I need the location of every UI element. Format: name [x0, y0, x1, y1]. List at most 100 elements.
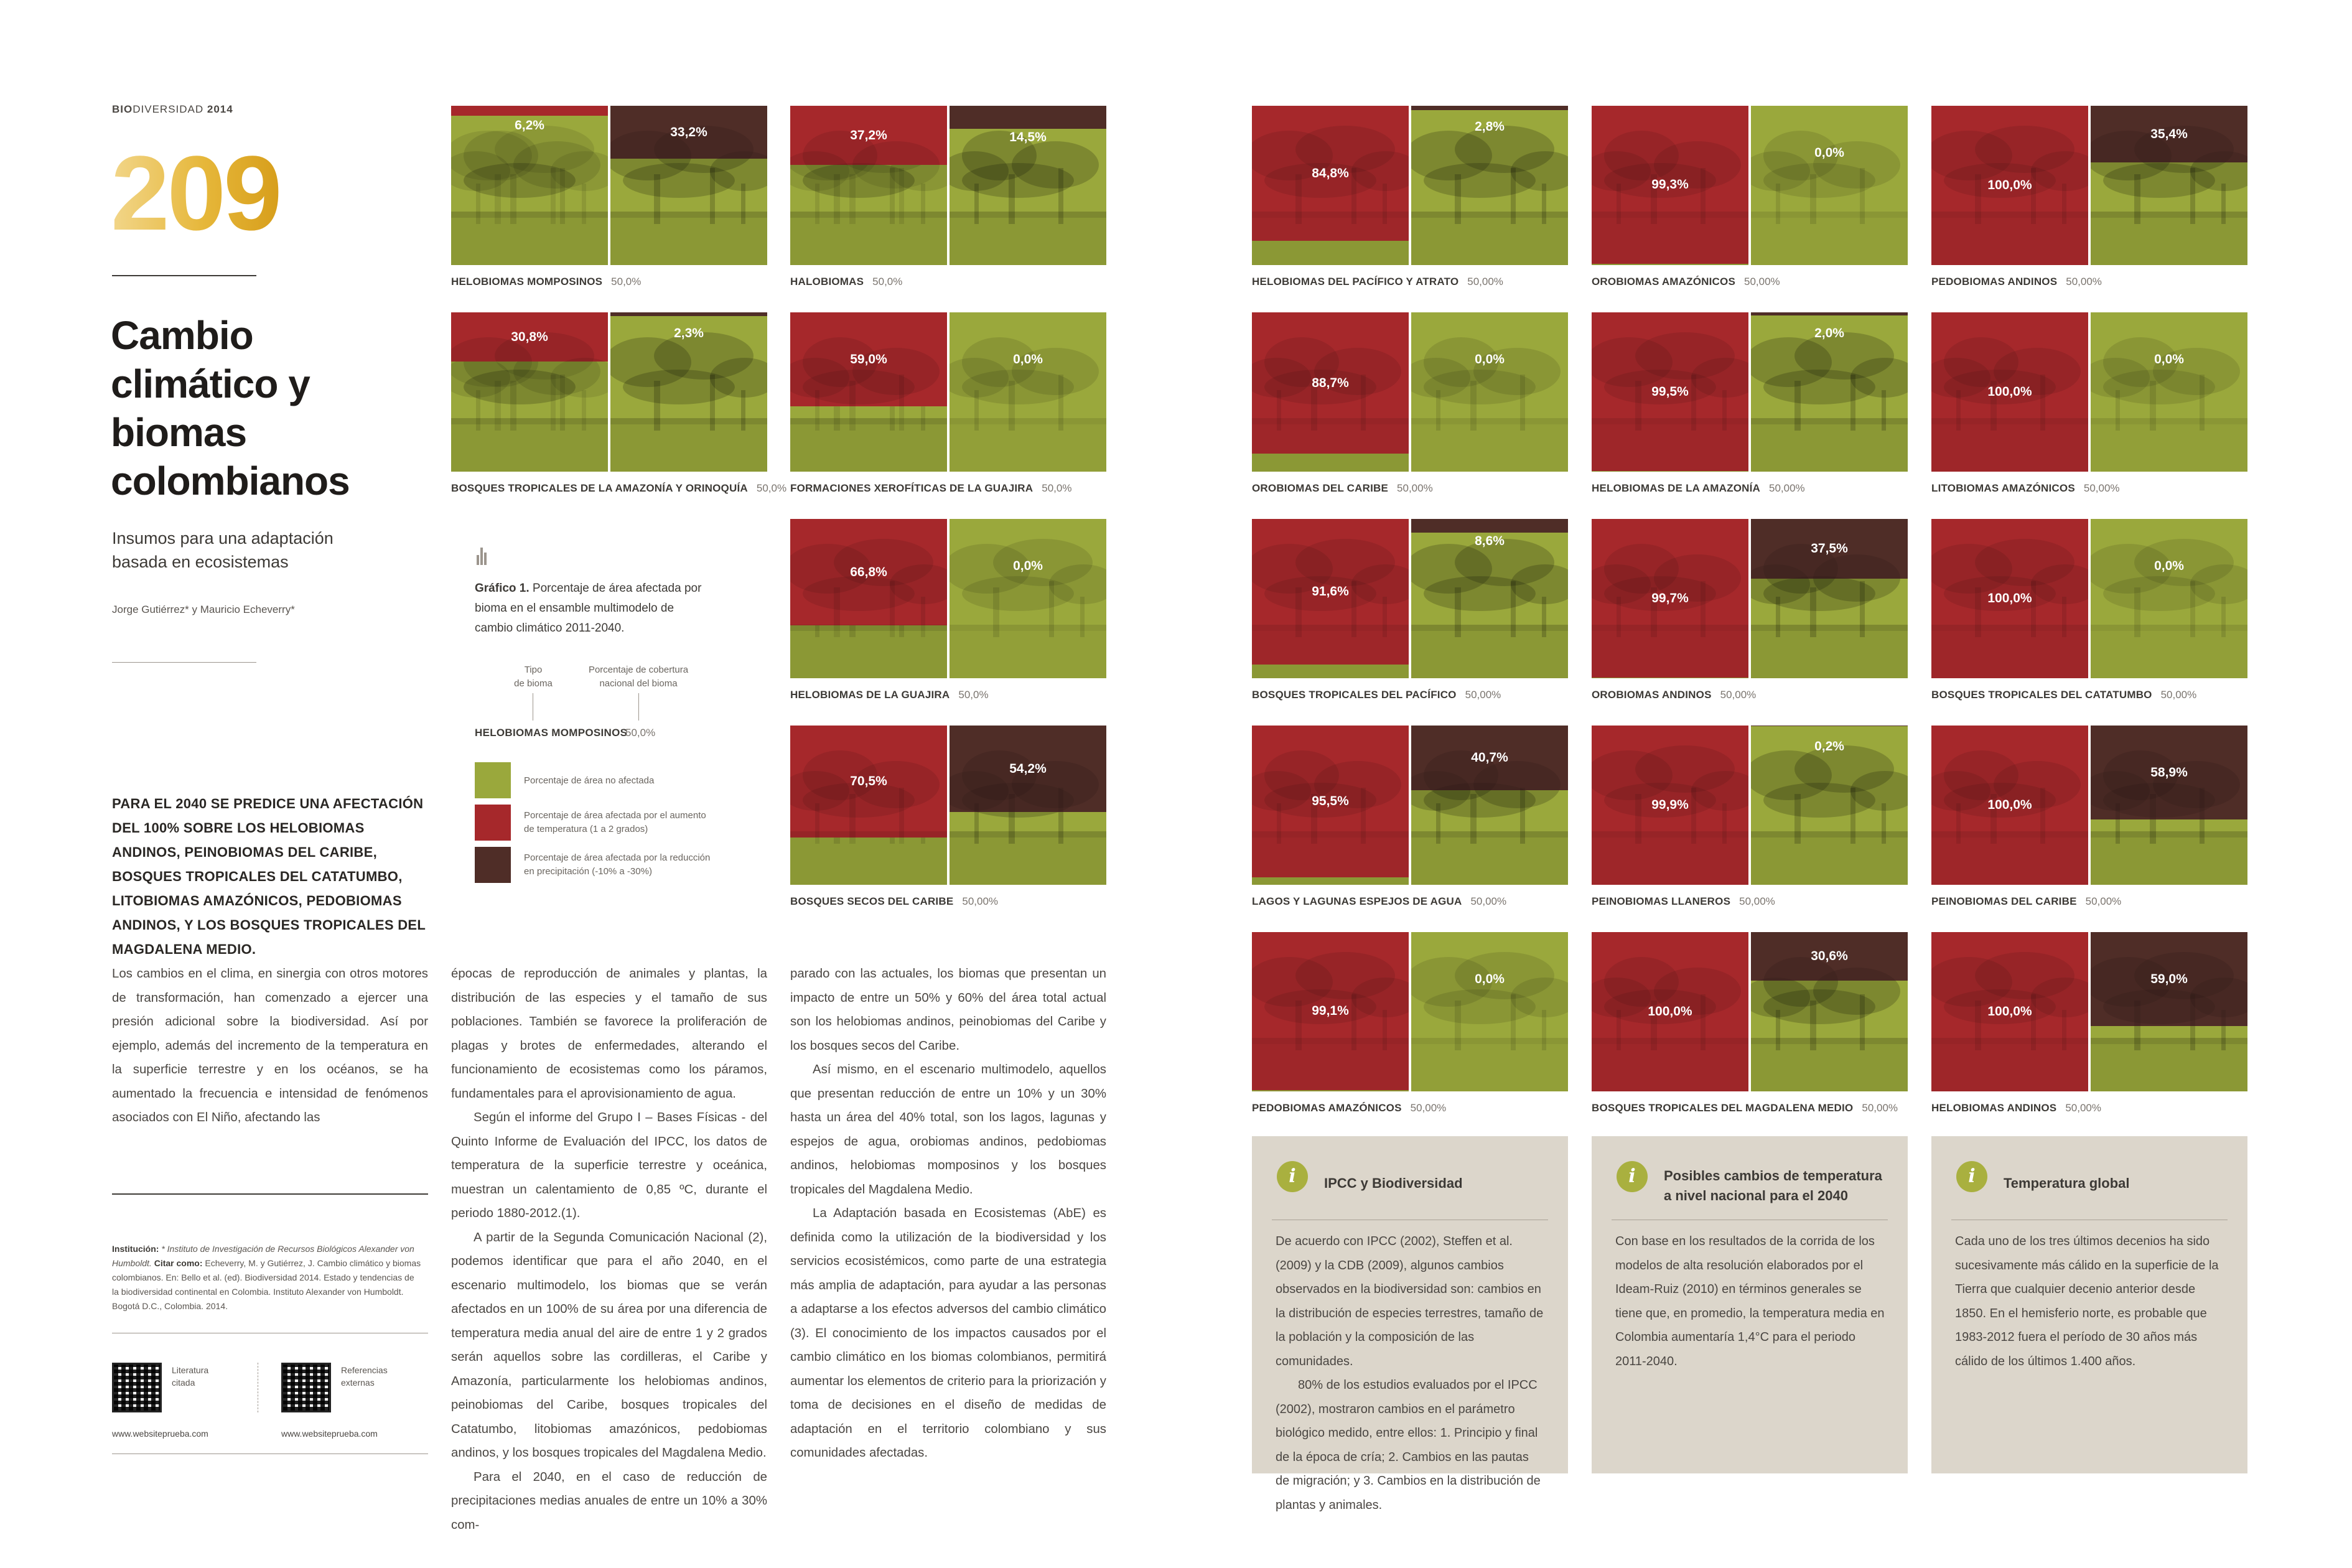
- tree-silhouette-icon: [1411, 539, 1568, 678]
- percentage-label: 99,1%: [1312, 1004, 1349, 1018]
- precipitation-panel: 2,0%: [1751, 312, 1908, 472]
- percentage-label: 14,5%: [1009, 130, 1047, 144]
- biome-name: BOSQUES TROPICALES DE LA AMAZONÍA Y ORIN…: [451, 482, 748, 494]
- tree-silhouette-icon: [1751, 332, 1908, 472]
- precipitation-bar: [1751, 932, 1908, 1091]
- percentage-label: 0,0%: [1013, 352, 1043, 366]
- biome-tile: 100,0% 0,0%: [1931, 312, 2247, 472]
- precipitation-panel: 54,2%: [950, 726, 1106, 885]
- temperature-bar: [1252, 106, 1409, 265]
- precipitation-panel: 37,5%: [1751, 519, 1908, 678]
- percentage-label: 91,6%: [1312, 584, 1349, 599]
- biome-label: HELOBIOMAS MOMPOSINOS 50,0%: [451, 276, 641, 288]
- info-icon: i: [1617, 1161, 1648, 1192]
- qr-code-literature[interactable]: [112, 1363, 162, 1412]
- tree-silhouette-icon: [1751, 957, 1908, 1091]
- chart-caption: Gráfico 1. Porcentaje de área afectada p…: [475, 582, 702, 635]
- percentage-label: 30,6%: [1811, 949, 1848, 963]
- tree-silhouette-icon: [1751, 745, 1908, 885]
- biome-coverage: 50,00%: [1410, 1102, 1447, 1114]
- temperature-bar: [1592, 312, 1748, 472]
- percentage-label: 8,6%: [1475, 534, 1505, 548]
- info-box-body: Con base en los resultados de la corrida…: [1615, 1234, 1885, 1368]
- temperature-panel: 88,7%: [1252, 312, 1409, 472]
- temperature-panel: 6,2%: [451, 106, 608, 265]
- temperature-panel: 100,0%: [1931, 106, 2088, 265]
- tree-silhouette-icon: [451, 332, 608, 472]
- tree-silhouette-icon: [2091, 750, 2247, 885]
- percentage-label: 30,8%: [511, 330, 548, 344]
- percentage-label: 2,8%: [1475, 119, 1505, 134]
- biome-name: PEINOBIOMAS LLANEROS: [1592, 895, 1731, 907]
- biome-coverage: 50,00%: [1397, 482, 1433, 494]
- biome-tile: 66,8% 0,0%: [790, 519, 1106, 678]
- tree-silhouette-icon: [1411, 750, 1568, 885]
- biome-coverage: 50,00%: [962, 895, 999, 907]
- qr-code-references[interactable]: [281, 1363, 331, 1412]
- authors: Jorge Gutiérrez* y Mauricio Echeverry*: [112, 604, 295, 615]
- qr-label: Literatura citada: [172, 1365, 209, 1388]
- tree-silhouette-icon: [451, 131, 608, 265]
- tree-silhouette-icon: [1411, 952, 1568, 1091]
- tree-silhouette-icon: [950, 750, 1106, 885]
- tree-silhouette-icon: [1592, 332, 1748, 472]
- temperature-panel: 37,2%: [790, 106, 947, 265]
- tree-silhouette-icon: [1931, 539, 2088, 678]
- link-literature[interactable]: www.websiteprueba.com: [112, 1429, 208, 1439]
- temperature-panel: 91,6%: [1252, 519, 1409, 678]
- temperature-bar: [790, 312, 947, 472]
- biome-label: OROBIOMAS ANDINOS 50,00%: [1592, 689, 1756, 701]
- biome-name: HELOBIOMAS ANDINOS: [1931, 1102, 2057, 1114]
- tree-silhouette-icon: [1931, 750, 2088, 885]
- precipitation-bar: [610, 312, 767, 472]
- biome-name: BOSQUES SECOS DEL CARIBE: [790, 895, 954, 907]
- tree-silhouette-icon: [950, 131, 1106, 265]
- link-references[interactable]: www.websiteprueba.com: [281, 1429, 378, 1439]
- biome-label: PEINOBIOMAS DEL CARIBE 50,00%: [1931, 895, 2121, 908]
- body-paragraph: Según el informe del Grupo I – Bases Fís…: [451, 1111, 767, 1220]
- tree-silhouette-icon: [950, 539, 1106, 678]
- info-box-body: De acuerdo con IPCC (2002), Steffen et a…: [1276, 1234, 1544, 1512]
- biome-coverage: 50,00%: [1739, 895, 1775, 907]
- percentage-label: 0,2%: [1814, 739, 1844, 754]
- temperature-panel: 84,8%: [1252, 106, 1409, 265]
- tree-silhouette-icon: [790, 131, 947, 265]
- info-box-title: IPCC y Biodiversidad: [1324, 1175, 1463, 1191]
- biome-coverage: 50,00%: [1467, 276, 1503, 287]
- publication-tag: BIODIVERSIDAD 2014: [112, 103, 233, 115]
- temperature-panel: 99,9%: [1592, 726, 1748, 885]
- precipitation-panel: 0,0%: [1411, 312, 1568, 472]
- temperature-panel: 100,0%: [1931, 519, 2088, 678]
- tree-silhouette-icon: [1931, 337, 2088, 472]
- temperature-bar: [1931, 519, 2088, 678]
- body-paragraph: épocas de reproducción de animales y pla…: [451, 967, 767, 1101]
- temperature-bar: [1592, 932, 1748, 1091]
- precipitation-panel: 0,0%: [1411, 932, 1568, 1091]
- biome-tile: 6,2% 33,2%: [451, 106, 767, 265]
- biome-label: LITOBIOMAS AMAZÓNICOS 50,00%: [1931, 482, 2120, 495]
- biome-coverage: 50,0%: [872, 276, 903, 287]
- tree-silhouette-icon: [1592, 544, 1748, 678]
- biome-tile: 30,8% 2,3%: [451, 312, 767, 472]
- tree-silhouette-icon: [1751, 131, 1908, 265]
- biome-coverage: 50,00%: [1720, 689, 1757, 701]
- legend-example-percentage: 50,0%: [625, 727, 656, 739]
- precipitation-bar: [1411, 519, 1568, 678]
- tree-silhouette-icon: [1751, 745, 1908, 885]
- tree-silhouette-icon: [950, 337, 1106, 472]
- precipitation-panel: 14,5%: [950, 106, 1106, 265]
- legend-swatch-unaffected: [475, 762, 511, 798]
- tree-silhouette-icon: [1751, 544, 1908, 678]
- temperature-panel: 100,0%: [1931, 932, 2088, 1091]
- biome-coverage: 50,0%: [611, 276, 642, 287]
- biome-label: OROBIOMAS DEL CARIBE 50,00%: [1252, 482, 1433, 495]
- temperature-panel: 100,0%: [1931, 726, 2088, 885]
- biome-name: OROBIOMAS DEL CARIBE: [1252, 482, 1389, 494]
- percentage-label: 66,8%: [850, 565, 887, 579]
- biome-coverage: 50,00%: [1743, 276, 1780, 287]
- biome-label: BOSQUES TROPICALES DEL CATATUMBO 50,00%: [1931, 689, 2196, 701]
- biome-label: PEDOBIOMAS AMAZÓNICOS 50,00%: [1252, 1102, 1446, 1114]
- percentage-label: 95,5%: [1312, 794, 1349, 808]
- biome-label: BOSQUES TROPICALES DE LA AMAZONÍA Y ORIN…: [451, 482, 786, 495]
- legend-text: Porcentaje de área afectada por el aumen…: [524, 810, 706, 834]
